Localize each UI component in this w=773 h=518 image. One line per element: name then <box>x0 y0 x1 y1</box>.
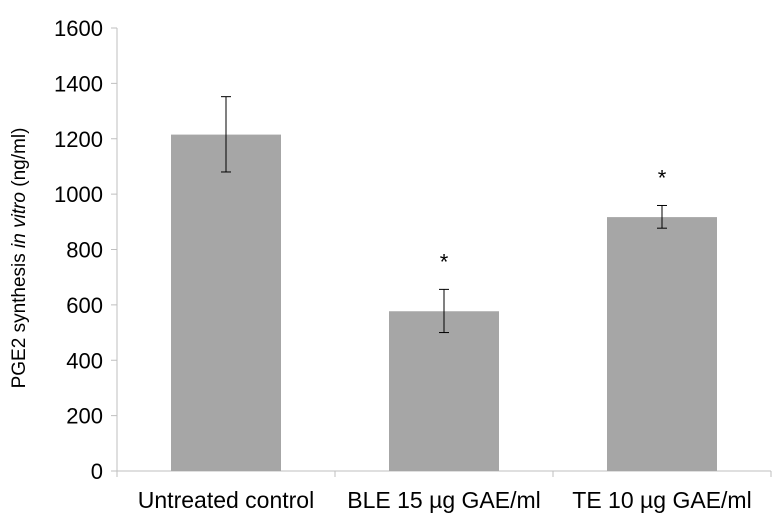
significance-star: * <box>658 165 667 190</box>
bar <box>607 217 717 471</box>
bars <box>171 134 717 472</box>
y-tick-label: 1400 <box>54 71 103 96</box>
significance-star: * <box>440 249 449 274</box>
y-axis-label-pre: PGE2 synthesis <box>9 248 30 388</box>
y-ticks: 0 200 400 600 800 1000 1200 1400 1600 <box>54 16 117 484</box>
bar <box>171 134 281 472</box>
y-tick-label: 600 <box>66 293 103 318</box>
y-tick-label: 400 <box>66 348 103 373</box>
y-tick-label: 200 <box>66 404 103 429</box>
significance-markers: ** <box>440 165 667 274</box>
error-bar <box>657 204 667 229</box>
x-tick-label: TE 10 µg GAE/ml <box>572 487 751 513</box>
error-bars <box>221 96 667 334</box>
y-axis-label-italic: in vitro <box>9 192 30 248</box>
y-tick-label: 1200 <box>54 127 103 152</box>
y-tick-label: 0 <box>91 459 103 484</box>
error-bar <box>221 96 231 173</box>
x-tick-labels: Untreated control BLE 15 µg GAE/ml TE 10 µ… <box>138 487 752 513</box>
x-tick-label: Untreated control <box>138 487 314 513</box>
error-bar <box>439 288 449 334</box>
y-axis-label-post: (ng/ml) <box>9 128 30 192</box>
bar <box>389 311 499 471</box>
y-tick-label: 1600 <box>54 16 103 41</box>
y-axis-label: PGE2 synthesis in vitro (ng/ml) <box>9 128 30 389</box>
x-tick-label: BLE 15 µg GAE/ml <box>347 487 541 513</box>
y-tick-label: 800 <box>66 238 103 263</box>
y-tick-label: 1000 <box>54 182 103 207</box>
